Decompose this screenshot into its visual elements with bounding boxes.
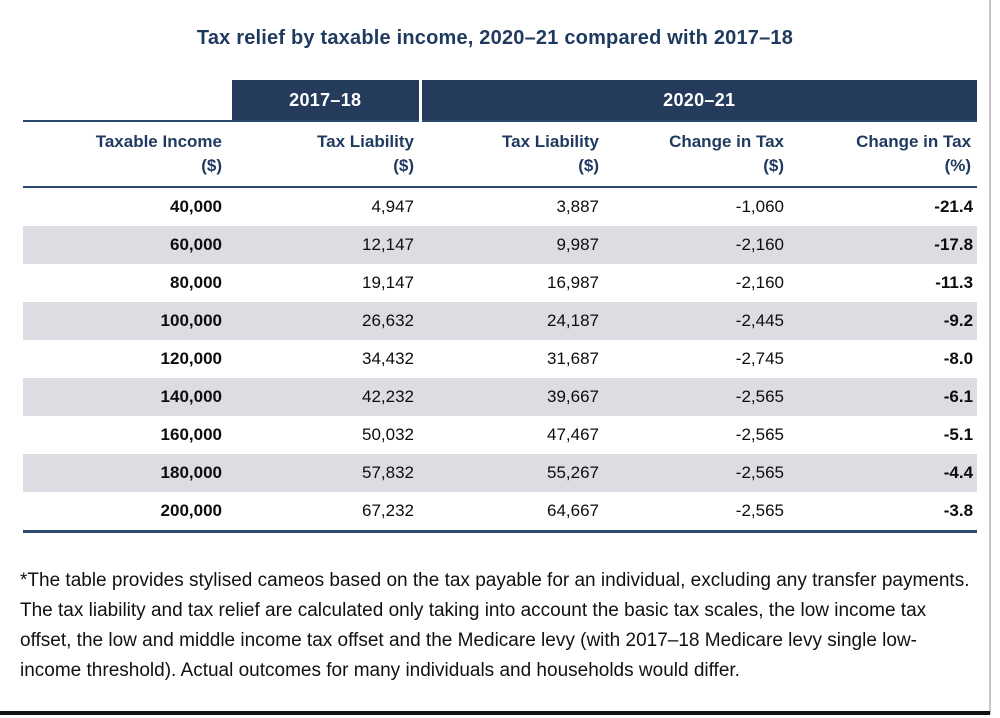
table-cell: -21.4 bbox=[934, 197, 974, 216]
table-cell: -2,565 bbox=[735, 425, 784, 444]
col-header-unit: ($) bbox=[578, 156, 599, 175]
table-cell: 180,000 bbox=[160, 463, 222, 482]
table-cell: -2,565 bbox=[605, 492, 790, 533]
table-cell: 160,000 bbox=[160, 425, 222, 444]
table-row: 200,000 67,232 64,667 -2,565 -3.8 bbox=[23, 492, 978, 533]
bottom-bar bbox=[0, 711, 990, 715]
table-cell: -17.8 bbox=[934, 235, 974, 254]
tax-relief-table: 2017–18 2020–21 Taxable Income ($) Tax L… bbox=[23, 80, 978, 533]
table-row: 120,000 34,432 31,687 -2,745 -8.0 bbox=[23, 340, 977, 378]
page-edge-divider bbox=[989, 0, 991, 714]
table-cell: -3.8 bbox=[790, 492, 978, 533]
band-spacer-cell bbox=[23, 80, 232, 121]
col-header-unit: (%) bbox=[944, 156, 972, 175]
table-cell: 67,232 bbox=[232, 492, 420, 533]
table-cell: 60,000 bbox=[170, 235, 222, 254]
table-cell: -9.2 bbox=[943, 311, 974, 330]
table-cell: 55,267 bbox=[547, 463, 599, 482]
table-cell: -2,160 bbox=[735, 235, 784, 254]
table-cell: 100,000 bbox=[160, 311, 222, 330]
table-cell: 120,000 bbox=[160, 349, 222, 368]
table-cell: 12,147 bbox=[362, 235, 414, 254]
table-cell: 140,000 bbox=[160, 387, 222, 406]
table-row: 180,000 57,832 55,267 -2,565 -4.4 bbox=[23, 454, 978, 492]
table-cell: 64,667 bbox=[420, 492, 605, 533]
col-header-taxable-income: Taxable Income ($) bbox=[23, 120, 232, 188]
table-cell: 4,947 bbox=[371, 197, 414, 216]
table-cell: 57,832 bbox=[362, 463, 414, 482]
band-2020-21: 2020–21 bbox=[418, 80, 978, 121]
table-cell: -2,565 bbox=[735, 387, 784, 406]
col-header-unit: ($) bbox=[763, 156, 784, 175]
table-cell: -2,745 bbox=[735, 349, 784, 368]
table-cell: 31,687 bbox=[547, 349, 599, 368]
table-cell: -11.3 bbox=[935, 273, 974, 292]
figure-title: Tax relief by taxable income, 2020–21 co… bbox=[196, 27, 794, 49]
col-header-label: Change in Tax bbox=[856, 132, 972, 151]
table-cell: 34,432 bbox=[362, 349, 414, 368]
table-row: 40,000 4,947 3,887 -1,060 -21.4 bbox=[23, 187, 977, 226]
col-header-unit: ($) bbox=[201, 156, 222, 175]
table-cell: -4.4 bbox=[943, 463, 974, 482]
table-cell: -2,565 bbox=[735, 463, 784, 482]
table-cell: -1,060 bbox=[735, 197, 784, 216]
table-cell: 9,987 bbox=[556, 235, 599, 254]
table-cell: 80,000 bbox=[170, 273, 222, 292]
table-cell: 16,987 bbox=[547, 273, 599, 292]
table-cell: -5.1 bbox=[943, 425, 974, 444]
band-2017-18: 2017–18 bbox=[232, 80, 420, 121]
col-header-tax-liability-2017: Tax Liability ($) bbox=[232, 120, 420, 188]
table-cell: 200,000 bbox=[23, 492, 232, 533]
table-cell: -2,160 bbox=[735, 273, 784, 292]
col-header-tax-liability-2020: Tax Liability ($) bbox=[420, 120, 605, 188]
table-row: 160,000 50,032 47,467 -2,565 -5.1 bbox=[23, 416, 977, 454]
table-row: 140,000 42,232 39,667 -2,565 -6.1 bbox=[23, 378, 978, 416]
table-cell: 40,000 bbox=[170, 197, 222, 216]
table-cell: -8.0 bbox=[943, 349, 974, 368]
col-header-label: Change in Tax bbox=[669, 132, 784, 151]
table-cell: 19,147 bbox=[362, 273, 414, 292]
table-row: 60,000 12,147 9,987 -2,160 -17.8 bbox=[23, 226, 978, 264]
col-header-change-in-tax-percent: Change in Tax (%) bbox=[790, 120, 978, 188]
table-cell: 3,887 bbox=[556, 197, 599, 216]
table-cell: 50,032 bbox=[362, 425, 414, 444]
footnote: *The table provides stylised cameos base… bbox=[20, 570, 970, 681]
col-header-change-in-tax-dollars: Change in Tax ($) bbox=[605, 120, 790, 188]
col-header-unit: ($) bbox=[393, 156, 414, 175]
table-cell: -6.1 bbox=[943, 387, 974, 406]
table-cell: 42,232 bbox=[362, 387, 414, 406]
table-cell: -2,445 bbox=[735, 311, 784, 330]
year-band-row: 2017–18 2020–21 bbox=[23, 80, 978, 121]
table-cell: 24,187 bbox=[547, 311, 599, 330]
col-header-label: Tax Liability bbox=[317, 132, 414, 151]
table-cell: 47,467 bbox=[547, 425, 599, 444]
col-header-label: Tax Liability bbox=[502, 132, 599, 151]
column-header-row: Taxable Income ($) Tax Liability ($) Tax… bbox=[23, 120, 978, 188]
table-row: 100,000 26,632 24,187 -2,445 -9.2 bbox=[23, 302, 978, 340]
table-row: 80,000 19,147 16,987 -2,160 -11.3 bbox=[23, 264, 977, 302]
table-cell: 39,667 bbox=[547, 387, 599, 406]
table-cell: 26,632 bbox=[362, 311, 414, 330]
col-header-label: Taxable Income bbox=[95, 132, 222, 151]
